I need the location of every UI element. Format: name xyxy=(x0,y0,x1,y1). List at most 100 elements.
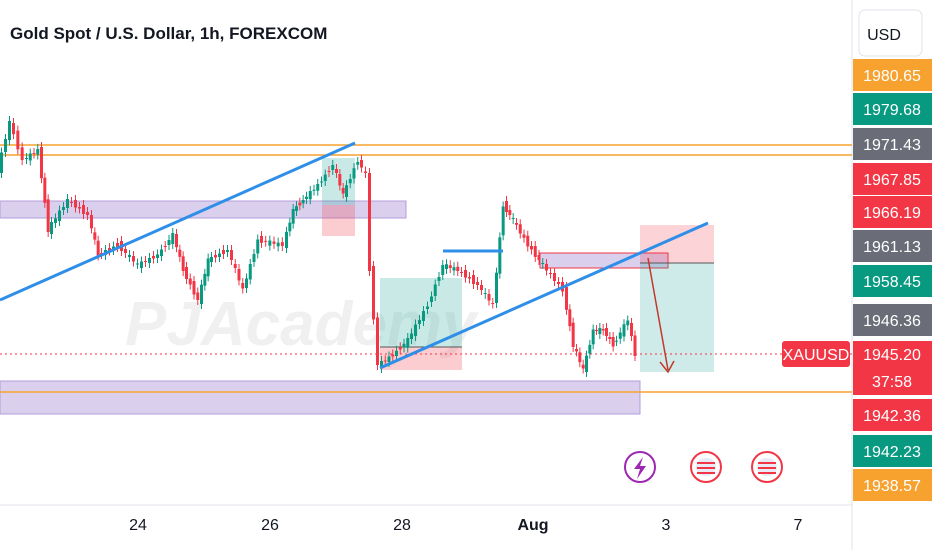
price-tag xyxy=(853,196,932,228)
candle xyxy=(595,330,598,331)
price-tag xyxy=(853,399,932,431)
candle xyxy=(565,287,568,310)
price-label: 1942.36 xyxy=(863,408,921,425)
price-label: 1945.20 xyxy=(863,347,921,364)
candle xyxy=(452,267,456,271)
position-loss xyxy=(322,205,355,236)
candle xyxy=(148,258,151,263)
candle xyxy=(66,199,69,208)
candle xyxy=(335,169,338,173)
candle xyxy=(491,303,495,304)
candle xyxy=(288,222,292,232)
candle xyxy=(108,248,111,251)
candle xyxy=(4,139,7,152)
candle xyxy=(280,242,284,246)
zone xyxy=(0,380,641,415)
candle xyxy=(630,323,633,336)
candle xyxy=(611,337,615,347)
price-label: 1942.23 xyxy=(863,444,921,461)
price-tag xyxy=(853,367,932,395)
candle xyxy=(518,224,522,234)
candle xyxy=(226,250,229,252)
time-label: 3 xyxy=(662,517,671,534)
arrow xyxy=(647,257,669,371)
candle xyxy=(323,174,327,181)
candle xyxy=(426,306,429,309)
candle xyxy=(615,340,618,342)
flag xyxy=(697,462,715,464)
candle xyxy=(533,246,537,257)
candle xyxy=(530,246,533,250)
candle xyxy=(78,207,81,209)
flag xyxy=(758,472,776,474)
candle xyxy=(437,277,441,281)
candle xyxy=(483,293,487,294)
time-axis: 24 26 28 Aug 3 7 xyxy=(129,517,802,534)
price-label: 37:58 xyxy=(872,374,912,391)
time-label: 26 xyxy=(261,517,279,534)
candle xyxy=(237,269,241,281)
candle xyxy=(515,223,518,225)
candle xyxy=(320,181,323,183)
candle xyxy=(291,209,295,224)
price-tag xyxy=(853,128,932,160)
candle xyxy=(62,207,65,210)
price-tag xyxy=(853,265,932,297)
candle xyxy=(171,233,175,244)
price-tag xyxy=(853,163,932,195)
candle xyxy=(178,249,182,257)
candle xyxy=(387,356,391,362)
candle xyxy=(406,338,410,348)
candle xyxy=(541,263,545,264)
price-tag xyxy=(853,435,932,467)
candle xyxy=(498,237,502,274)
candle xyxy=(175,234,178,248)
candle xyxy=(43,177,47,203)
candle xyxy=(128,255,131,257)
position-profit xyxy=(380,278,462,347)
candle xyxy=(50,222,53,234)
price-tag xyxy=(853,59,932,91)
candle xyxy=(188,278,192,285)
candle xyxy=(364,171,367,173)
candle xyxy=(256,239,260,254)
candle xyxy=(140,261,143,268)
candle xyxy=(626,320,630,326)
candle xyxy=(40,147,43,179)
candle xyxy=(305,196,308,199)
candle xyxy=(588,344,592,354)
candle xyxy=(16,130,20,150)
price-label: 1946.36 xyxy=(863,313,921,330)
candle xyxy=(549,273,552,274)
currency-button[interactable] xyxy=(858,9,923,57)
candle xyxy=(144,261,147,262)
candle xyxy=(312,189,316,191)
candle xyxy=(96,240,100,256)
candle xyxy=(8,121,11,140)
candle xyxy=(218,253,221,257)
candle xyxy=(36,149,40,155)
candle xyxy=(480,285,483,290)
candle xyxy=(124,249,127,253)
candle xyxy=(28,153,32,161)
candle xyxy=(327,171,331,172)
candle xyxy=(160,249,163,256)
candle xyxy=(331,165,335,170)
candle xyxy=(391,354,395,357)
candle xyxy=(526,235,530,247)
candle xyxy=(383,360,387,362)
candle xyxy=(501,206,505,236)
trendline xyxy=(379,221,709,370)
candle xyxy=(511,218,515,219)
price-tag xyxy=(853,469,932,501)
candle xyxy=(476,282,479,285)
candle xyxy=(557,282,560,284)
price-label: 1938.57 xyxy=(863,478,921,495)
candle xyxy=(345,185,348,197)
candle xyxy=(25,158,28,159)
candle xyxy=(464,270,467,278)
candle xyxy=(301,200,305,204)
candle xyxy=(12,123,15,135)
